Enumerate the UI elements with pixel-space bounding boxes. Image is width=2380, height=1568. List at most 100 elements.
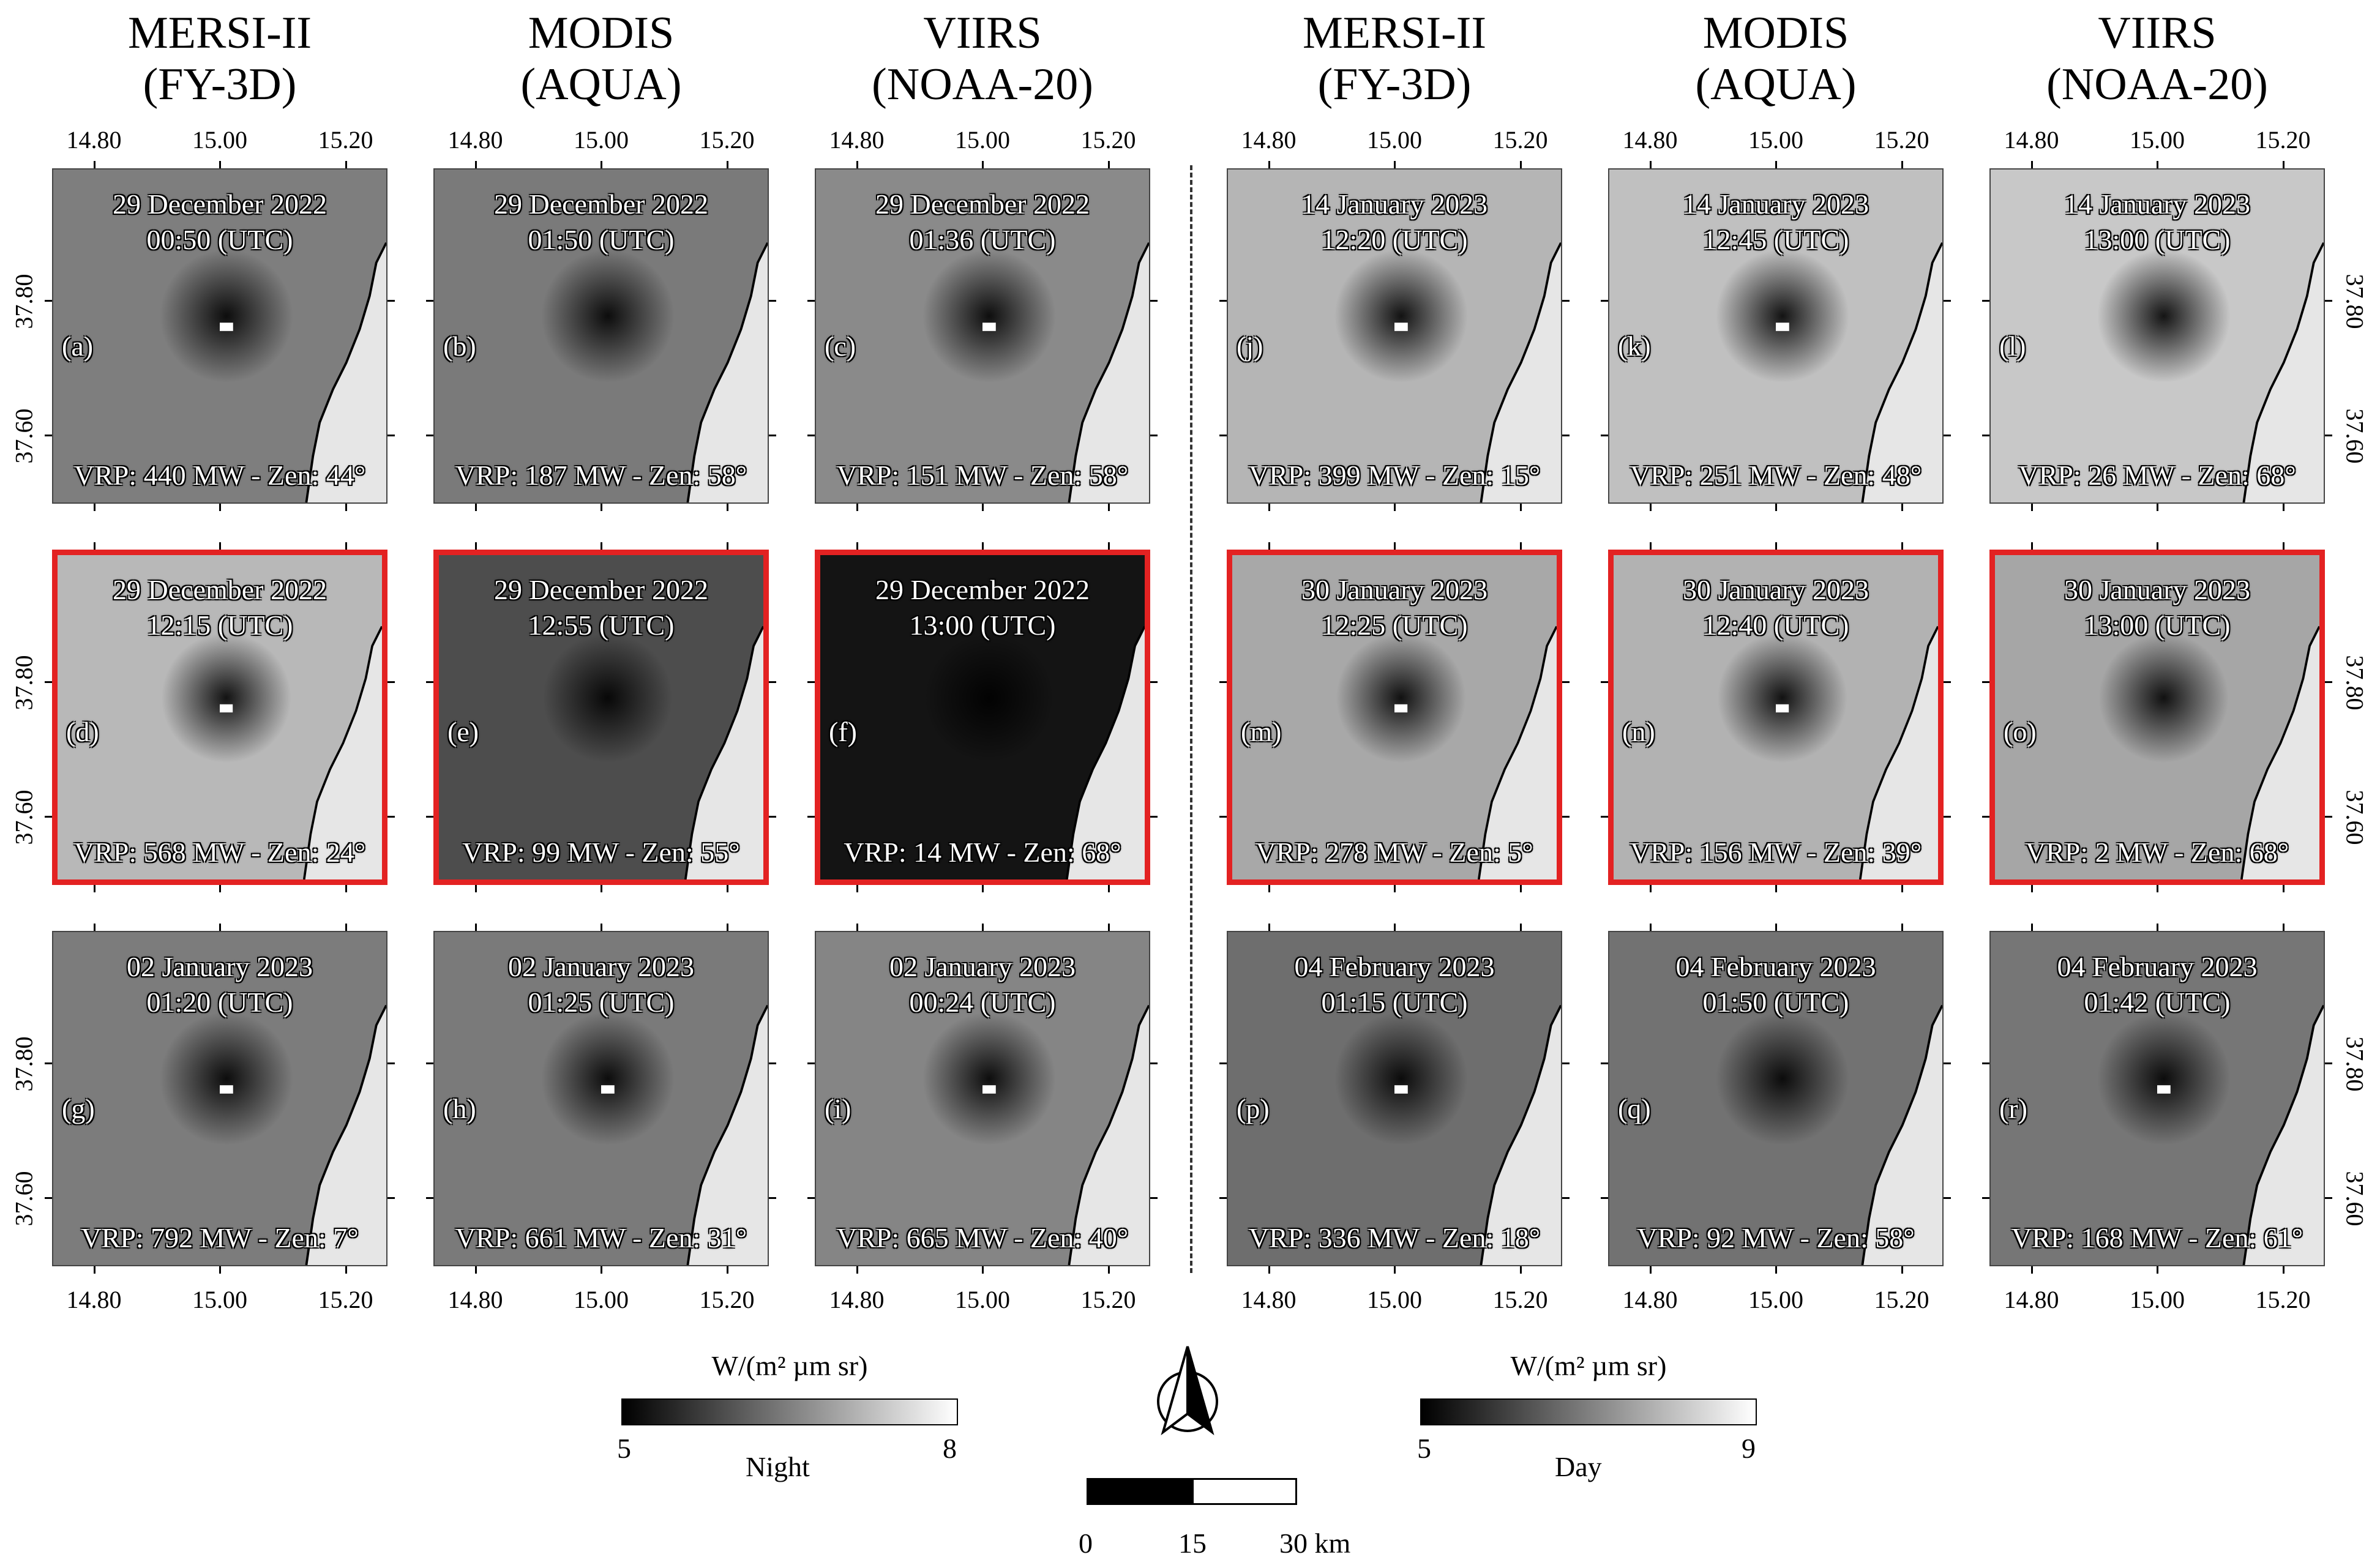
panel-label: (k)	[1618, 330, 1651, 362]
tick-mark	[2282, 924, 2285, 931]
platform-name: (NOAA-20)	[872, 59, 1093, 110]
tick-mark	[387, 1062, 395, 1065]
tick-mark	[45, 434, 52, 436]
longitude-tick-label: 15.20	[1874, 126, 1929, 154]
longitude-tick-label: 14.80	[1622, 1286, 1678, 1313]
panel-date: 29 December 2022	[113, 574, 327, 605]
tick-mark	[474, 161, 477, 168]
panel-datetime: 29 December 2022 01:50 (UTC)	[435, 187, 768, 258]
tick-mark	[45, 1197, 52, 1199]
panel-datetime: 02 January 2023 01:20 (UTC)	[53, 949, 386, 1020]
panel-datetime: 29 December 2022 01:36 (UTC)	[816, 187, 1149, 258]
panel-label: (f)	[829, 716, 857, 747]
tick-mark	[2157, 885, 2158, 892]
tick-mark	[1219, 300, 1227, 302]
map-panel: 29 December 2022 12:15 (UTC) (d) VRP: 568 M…	[52, 550, 387, 885]
longitude-tick-label: 15.00	[2130, 126, 2185, 154]
tick-mark	[1982, 815, 1989, 818]
panel-label: (m)	[1241, 716, 1282, 747]
tick-mark	[769, 434, 776, 436]
tick-mark	[2030, 504, 2033, 511]
panel-label: (p)	[1237, 1093, 1270, 1124]
tick-mark	[387, 815, 395, 818]
panel-label: (q)	[1618, 1093, 1651, 1124]
panel-time: 01:25 (UTC)	[528, 987, 675, 1018]
north-arrow-icon	[1157, 1346, 1218, 1436]
latitude-tick-label: 37.80	[10, 1036, 38, 1092]
tick-mark	[1649, 161, 1652, 168]
longitude-tick-label: 15.00	[192, 126, 247, 154]
panel-time: 00:24 (UTC)	[909, 987, 1056, 1018]
tick-mark	[45, 300, 52, 302]
tick-mark	[726, 885, 728, 892]
latitude-tick-label: 37.80	[10, 274, 38, 329]
longitude-tick-label: 15.20	[318, 1286, 373, 1313]
panel-date: 02 January 2023	[889, 951, 1076, 982]
tick-mark	[426, 681, 433, 684]
night-colorbar	[621, 1398, 958, 1425]
tick-mark	[93, 161, 95, 168]
tick-mark	[2325, 815, 2332, 818]
tick-mark	[219, 161, 221, 168]
tick-mark	[1944, 815, 1951, 818]
map-panel: 29 December 2022 12:55 (UTC) (e) VRP: 99 MW…	[433, 550, 769, 885]
tick-mark	[219, 1266, 221, 1274]
satellite-image	[439, 555, 763, 879]
tick-mark	[45, 681, 52, 684]
tick-mark	[726, 504, 728, 511]
longitude-tick-label: 15.20	[699, 126, 755, 154]
tick-mark	[1601, 300, 1608, 302]
panel-vrp: VRP: 336 MW - Zen: 18°	[1248, 1222, 1541, 1253]
panel-datetime: 04 February 2023 01:42 (UTC)	[1991, 949, 2324, 1020]
satellite-image	[1991, 932, 2324, 1265]
tick-mark	[219, 885, 221, 892]
panel-vrp: VRP: 26 MW - Zen: 68°	[2018, 460, 2296, 491]
night-colorbar-unit: W/(m² µm sr)	[711, 1350, 868, 1381]
tick-mark	[474, 542, 477, 550]
tick-mark	[1150, 815, 1158, 818]
tick-mark	[807, 434, 815, 436]
tick-mark	[1519, 1266, 1522, 1274]
panel-vrp: VRP: 661 MW - Zen: 31°	[455, 1222, 747, 1253]
longitude-tick-label: 15.20	[1080, 126, 1136, 154]
tick-mark	[219, 924, 221, 931]
tick-mark	[387, 300, 395, 302]
panel-time: 12:15 (UTC)	[146, 610, 293, 641]
tick-mark	[601, 161, 602, 168]
longitude-tick-label: 14.80	[2004, 1286, 2059, 1313]
tick-mark	[1219, 1197, 1227, 1199]
longitude-tick-label: 15.00	[574, 126, 629, 154]
panel-date: 04 February 2023	[1294, 951, 1495, 982]
tick-mark	[2030, 885, 2033, 892]
tick-mark	[2282, 504, 2285, 511]
map-panel: 29 December 2022 13:00 (UTC) (f) VRP: 14 MW…	[815, 550, 1150, 885]
panel-datetime: 30 January 2023 12:25 (UTC)	[1232, 572, 1557, 643]
tick-mark	[1775, 885, 1777, 892]
tick-mark	[345, 161, 347, 168]
satellite-image	[1609, 170, 1942, 502]
tick-mark	[769, 300, 776, 302]
panel-time: 01:15 (UTC)	[1321, 987, 1468, 1018]
tick-mark	[2157, 1266, 2158, 1274]
panel-time: 01:50 (UTC)	[1702, 987, 1849, 1018]
panel-vrp: VRP: 151 MW - Zen: 58°	[836, 460, 1129, 491]
tick-mark	[1562, 300, 1570, 302]
tick-mark	[1982, 1197, 1989, 1199]
tick-mark	[807, 1197, 815, 1199]
panel-time: 13:00 (UTC)	[909, 610, 1056, 641]
panel-date: 30 January 2023	[2064, 574, 2251, 605]
panel-datetime: 04 February 2023 01:50 (UTC)	[1609, 949, 1942, 1020]
day-colorbar-max: 9	[1742, 1433, 1756, 1464]
panel-vrp: VRP: 92 MW - Zen: 58°	[1637, 1222, 1915, 1253]
tick-mark	[856, 924, 858, 931]
tick-mark	[1601, 1062, 1608, 1065]
tick-mark	[1601, 1197, 1608, 1199]
tick-mark	[1219, 681, 1227, 684]
panel-label: (r)	[1999, 1093, 2027, 1124]
latitude-tick-label: 37.80	[10, 655, 38, 711]
map-panel: 30 January 2023 13:00 (UTC) (o) VRP: 2 MW -…	[1989, 550, 2325, 885]
tick-mark	[1150, 1197, 1158, 1199]
tick-mark	[345, 504, 347, 511]
panel-time: 13:00 (UTC)	[2084, 224, 2231, 255]
longitude-tick-label: 15.00	[1748, 126, 1803, 154]
